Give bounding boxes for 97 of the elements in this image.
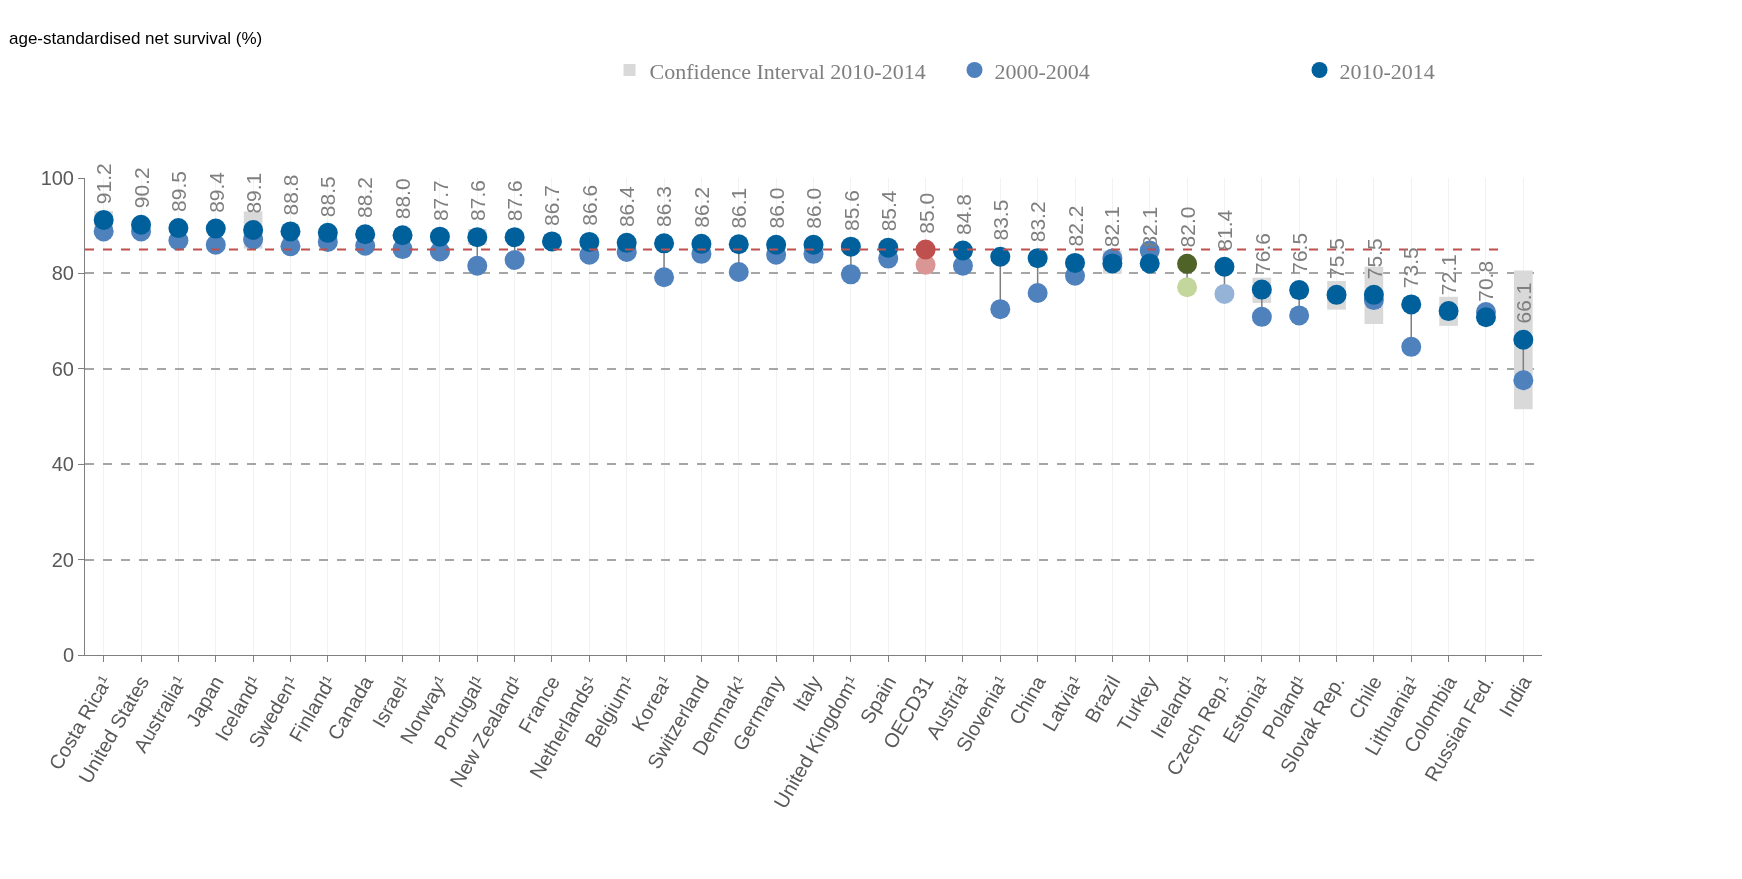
data-label: 88.2: [353, 177, 377, 218]
point: [1475, 307, 1496, 328]
data-label: 82.2: [1063, 205, 1087, 247]
point: [654, 233, 675, 254]
data-label: 76.6: [1250, 233, 1274, 274]
point: [1027, 282, 1048, 303]
point: [504, 250, 525, 271]
point: [840, 236, 861, 257]
point: [691, 233, 712, 254]
point: [728, 261, 749, 282]
point: [429, 226, 450, 247]
point: [1513, 329, 1534, 350]
point: [355, 224, 376, 245]
point: [168, 218, 189, 239]
point: [280, 221, 301, 242]
data-label: 86.1: [726, 187, 750, 229]
point: [1438, 301, 1459, 322]
point: [205, 218, 226, 239]
data-label: 91.2: [92, 163, 116, 205]
data-label: 75.5: [1362, 238, 1386, 280]
point: [1139, 253, 1160, 274]
data-label: 86.7: [540, 185, 564, 226]
point: [915, 239, 936, 260]
data-label: 86.3: [652, 186, 676, 227]
data-label: 89.4: [204, 171, 228, 213]
data-label: 87.6: [465, 180, 489, 221]
point: [542, 231, 562, 252]
point: [1177, 277, 1198, 298]
data-label: 81.4: [1213, 209, 1237, 251]
point: [131, 214, 152, 235]
point: [952, 240, 973, 261]
y-tick-label: 20: [51, 548, 74, 571]
point: [1177, 253, 1198, 274]
y-tick-label: 100: [40, 167, 74, 189]
data-label: 90.2: [129, 167, 153, 209]
point: [840, 264, 861, 285]
data-label: 88.5: [316, 176, 340, 218]
data-label: 88.8: [278, 174, 302, 216]
data-label: 86.0: [764, 187, 788, 229]
point: [766, 234, 787, 255]
data-label: 82.1: [1100, 206, 1124, 248]
data-label: 85.0: [914, 192, 938, 234]
legend-label: Confidence Interval 2010-2014: [649, 58, 926, 84]
point: [654, 267, 675, 288]
data-label: 84.8: [951, 194, 975, 235]
data-label: 86.6: [577, 184, 601, 226]
point: [1363, 284, 1384, 305]
data-label: 86.0: [802, 187, 826, 229]
point: [1326, 284, 1347, 305]
point: [1401, 294, 1422, 315]
data-label: 70.8: [1474, 260, 1498, 302]
point: [467, 255, 488, 276]
point: [728, 234, 749, 255]
data-label: 82.0: [1175, 206, 1199, 248]
legend-label: 2010-2014: [1339, 58, 1435, 84]
point: [616, 232, 637, 253]
data-label: 66.1: [1512, 282, 1536, 324]
data-label: 87.7: [428, 180, 452, 222]
point: [1289, 305, 1310, 326]
point: [1401, 336, 1422, 357]
text: age-standardised net survival (%): [9, 29, 263, 48]
point: [1513, 370, 1534, 391]
y-tick-label: 0: [62, 644, 74, 666]
data-label: 87.6: [502, 180, 526, 222]
point: [990, 246, 1011, 267]
point: [504, 227, 525, 248]
data-label: 89.5: [166, 171, 190, 212]
data-label: 85.4: [877, 190, 901, 232]
legend-label: 2000-2004: [994, 58, 1090, 84]
y-tick-label: 60: [51, 357, 74, 380]
point: [1289, 280, 1310, 301]
point: [1214, 256, 1235, 277]
data-label: 86.2: [690, 186, 714, 228]
data-label: 83.2: [1026, 201, 1050, 243]
data-label: 82.1: [1137, 206, 1161, 248]
data-label: 75.5: [1325, 238, 1349, 279]
data-label: 88.0: [390, 178, 414, 220]
data-label: 85.6: [839, 190, 863, 232]
point: [243, 219, 264, 240]
point: [1251, 306, 1272, 327]
y-tick-label: 80: [51, 262, 74, 285]
data-label: 72.1: [1437, 254, 1461, 296]
data-label: 86.4: [615, 185, 639, 228]
point: [990, 299, 1011, 320]
data-label: 73.5: [1399, 247, 1423, 289]
data-label: 83.5: [989, 199, 1013, 241]
data-label: 76.5: [1287, 232, 1311, 274]
point: [1214, 283, 1235, 304]
point: [1027, 248, 1048, 269]
point: [392, 225, 413, 246]
point: [803, 234, 824, 255]
point: [1065, 252, 1086, 273]
y-tick-label: 40: [51, 453, 74, 476]
point: [317, 222, 338, 243]
point: [878, 237, 899, 258]
point: [579, 231, 600, 252]
data-label: 89.1: [241, 172, 265, 214]
